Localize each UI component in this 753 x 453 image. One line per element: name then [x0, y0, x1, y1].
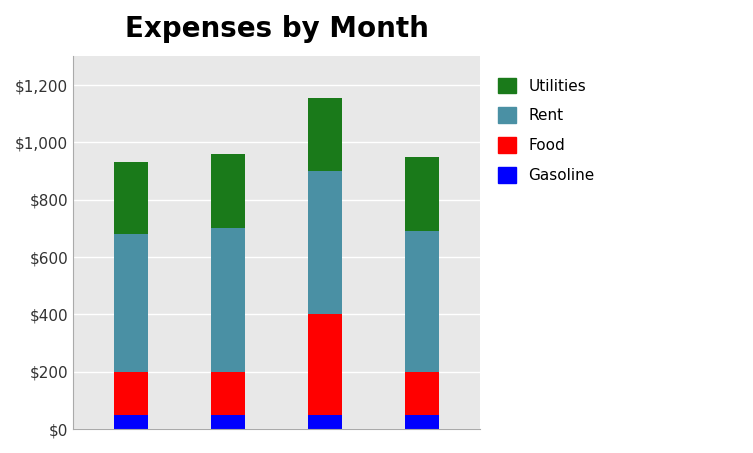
Bar — [405, 231, 439, 371]
Bar — [211, 414, 245, 429]
Bar — [211, 154, 245, 228]
Title: Expenses by Month: Expenses by Month — [124, 15, 428, 43]
Bar — [405, 157, 439, 231]
Bar — [308, 171, 342, 314]
Bar — [114, 163, 148, 234]
Bar — [211, 371, 245, 414]
Bar — [405, 414, 439, 429]
Bar — [308, 314, 342, 414]
Bar — [114, 371, 148, 414]
Bar — [405, 371, 439, 414]
Legend: Utilities, Rent, Food, Gasoline: Utilities, Rent, Food, Gasoline — [492, 72, 601, 189]
Bar — [211, 228, 245, 371]
Bar — [114, 414, 148, 429]
Bar — [114, 234, 148, 371]
Bar — [308, 98, 342, 171]
Bar — [308, 414, 342, 429]
